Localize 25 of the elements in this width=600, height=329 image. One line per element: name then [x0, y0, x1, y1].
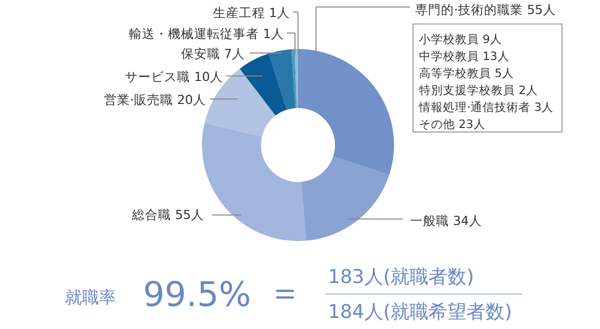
donut-slice [301, 156, 390, 241]
text: その他 23人 [419, 117, 486, 131]
text: 高等学校教員 5人 [419, 66, 514, 80]
slice-label: サービス職 10人 [125, 69, 223, 84]
slice-label: 一般職 34人 [410, 213, 482, 228]
slice-label: 輸送・機械運転従事者 1人 [129, 26, 284, 41]
slice-label: 総合職 55人 [131, 207, 204, 222]
slice-label: 営業·販売職 20人 [104, 92, 206, 107]
text: 183人(就職者数) [328, 266, 474, 288]
text: 就職率 [65, 288, 116, 308]
slice-label: 保安職 7人 [181, 46, 245, 61]
slice-label: 専門的·技術的職業 55人 [415, 2, 556, 17]
donut-slice [291, 49, 297, 108]
text: 99.5% [143, 275, 252, 315]
donut-slice [298, 49, 394, 175]
text: 小学校教員 9人 [419, 32, 502, 46]
text: 中学校教員 13人 [419, 49, 510, 63]
text: ＝ [268, 273, 302, 313]
text: 特別支援学校教員 2人 [419, 83, 538, 97]
donut-slice [294, 49, 298, 108]
donut-slice [202, 122, 306, 241]
slice-label: 生産工程 1人 [213, 5, 290, 20]
text: 184人(就職希望者数) [328, 301, 512, 323]
text: 情報処理·通信技術者 3人 [418, 100, 554, 114]
donut-slice [268, 49, 296, 110]
